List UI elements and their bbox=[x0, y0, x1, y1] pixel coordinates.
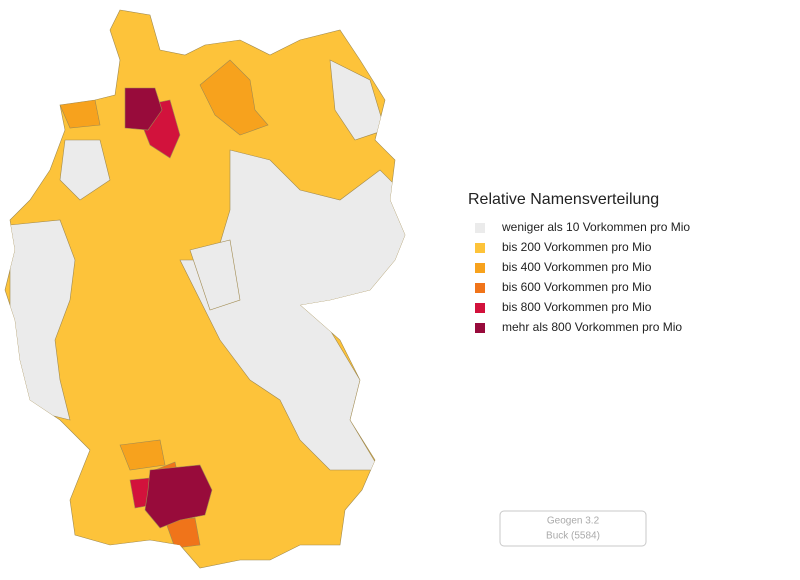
legend-title: Relative Namensverteilung bbox=[468, 191, 659, 208]
legend-label: weniger als 10 Vorkommen pro Mio bbox=[501, 220, 690, 234]
region bbox=[59, 139, 111, 201]
legend-label: mehr als 800 Vorkommen pro Mio bbox=[502, 320, 682, 334]
region bbox=[179, 149, 405, 471]
legend: weniger als 10 Vorkommen pro Mio bis 200 … bbox=[475, 220, 690, 334]
germany-map bbox=[4, 9, 406, 569]
region bbox=[124, 87, 163, 131]
region bbox=[144, 464, 213, 529]
legend-swatch bbox=[475, 263, 485, 273]
legend-label: bis 200 Vorkommen pro Mio bbox=[502, 240, 652, 254]
legend-swatch bbox=[475, 223, 485, 233]
legend-label: bis 400 Vorkommen pro Mio bbox=[502, 260, 652, 274]
legend-swatch bbox=[475, 243, 485, 253]
footer-box bbox=[499, 510, 647, 547]
legend-swatch bbox=[475, 323, 485, 333]
legend-swatch bbox=[475, 303, 485, 313]
footer-line: Geogen 3.2 bbox=[547, 516, 600, 527]
region bbox=[189, 239, 241, 311]
legend-swatch bbox=[475, 283, 485, 293]
region bbox=[119, 439, 166, 471]
region bbox=[329, 59, 386, 141]
legend-label: bis 800 Vorkommen pro Mio bbox=[502, 300, 652, 314]
region bbox=[199, 59, 269, 136]
footer-line: Buck (5584) bbox=[546, 531, 600, 542]
legend-label: bis 600 Vorkommen pro Mio bbox=[502, 280, 652, 294]
